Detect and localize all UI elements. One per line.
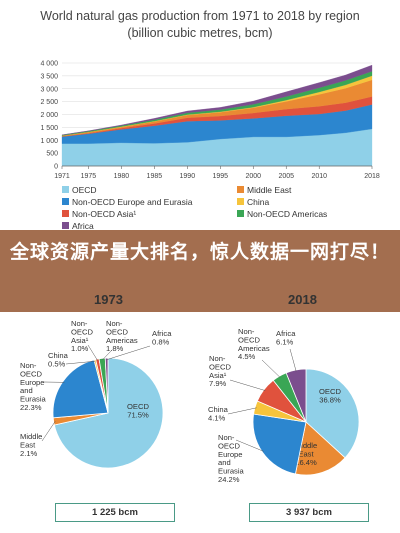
pie-1973-label-non-oecd-asia: Non-OECD Asia¹ 1.0% [71, 319, 93, 353]
legend-label-oecd: OECD [72, 184, 97, 195]
total-1973: 1 225 bcm [55, 503, 175, 522]
area-series-africa [61, 64, 373, 136]
pie-2018-leader-non-oecd-americas [261, 359, 281, 378]
y-tick-label: 0 [54, 164, 58, 171]
y-tick-label: 3 500 [40, 73, 58, 80]
promo-banner-text: 全球资源产量大排名，惊人数据一网打尽！ [10, 241, 391, 263]
legend-label-africa: Africa [72, 220, 94, 231]
x-tick-label: 2018 [364, 173, 380, 180]
promo-banner [0, 230, 400, 312]
legend-item-africa: Africa [62, 220, 94, 231]
y-tick-label: 3 000 [40, 86, 58, 93]
y-tick-label: 4 000 [40, 61, 58, 68]
legend-item-middle-east: Middle East [237, 184, 291, 195]
x-tick-label: 2010 [311, 173, 327, 180]
pie-2018-label-non-oecd-europe-and-eurasia: Non-OECD Europe and Eurasia 24.2% [218, 433, 245, 484]
pie-1973-slice-non-oecd-europe-and-eurasia [52, 359, 109, 419]
x-tick-label: 1980 [114, 173, 130, 180]
y-tick-label: 1 000 [40, 138, 58, 145]
pie-1973-leader-non-oecd-asia [87, 344, 98, 361]
pie-1973-label-oecd: OECD 71.5% [127, 402, 149, 419]
pie-1973-leader-non-oecd-americas [102, 349, 113, 361]
pie-2018-slice-oecd [305, 368, 360, 459]
legend-item-oecd: OECD [62, 184, 97, 195]
area-chart-title: World natural gas production from 1971 t… [40, 9, 360, 23]
legend-swatch-non-oecd-europe-eurasia [62, 198, 69, 206]
area-chart: 0 500 1 000 1 500 2 000 2 500 3 000 3 500 4 000 1… [40, 61, 380, 180]
legend-label-china: China [247, 196, 270, 207]
legend-item-non-oecd-americas: Non-OECD Americas [237, 208, 327, 219]
pie-2018-label-oecd: OECD 36.8% [319, 387, 341, 404]
legend-swatch-non-oecd-asia [62, 210, 69, 218]
legend-swatch-non-oecd-americas [237, 210, 244, 218]
legend-item-non-oecd-asia: Non-OECD Asia¹ [62, 208, 136, 219]
legend-item-china: China [237, 196, 269, 207]
x-tick-label: 2005 [278, 173, 294, 180]
pie-2018-label-africa: Africa 6.1% [276, 329, 296, 346]
total-2018: 3 937 bcm [249, 503, 369, 522]
pie-2018-slice-non-oecd-europe-and-eurasia [252, 413, 307, 475]
y-tick-label: 2 000 [40, 112, 58, 119]
pie-1973-label-non-oecd-europe-and-eurasia: Non-OECD Europe and Eurasia 22.3% [20, 361, 47, 412]
x-tick-label: 1990 [180, 173, 196, 180]
x-tick-label: 1995 [213, 173, 229, 180]
pie-1973-slice-oecd [53, 357, 164, 469]
pie-year-1973: 1973 [94, 292, 123, 307]
x-tick-label: 1975 [81, 173, 97, 180]
legend-swatch-oecd [62, 186, 69, 194]
pie-2018-slice-middle-east [294, 421, 346, 476]
legend-label-non-oecd-asia: Non-OECD Asia¹ [72, 208, 137, 219]
legend-swatch-middle-east [237, 186, 244, 194]
legend-item-non-oecd-europe-eurasia: Non-OECD Europe and Eurasia [62, 196, 192, 207]
pie-1973-leader-middle-east [41, 421, 56, 442]
area-chart-subtitle: (billion cubic metres, bcm) [127, 26, 273, 40]
y-tick-label: 2 500 [40, 99, 58, 106]
pie-1973-label-middle-east: Middle East 2.1% [20, 432, 42, 458]
pie-2018-label-non-oecd-asia: Non-OECD Asia¹ 7.9% [209, 354, 231, 388]
legend-label-non-oecd-europe-eurasia: Non-OECD Europe and Eurasia [72, 196, 193, 207]
pie-2018-leader-africa [289, 348, 297, 372]
legend-label-non-oecd-americas: Non-OECD Americas [247, 208, 328, 219]
pie-1973-slice-africa [104, 357, 109, 414]
pie-charts: OECD 71.5% Middle East 2.1% Non-OECD Europe and… [20, 319, 360, 484]
pie-2018-leader-non-oecd-europe-and-eurasia [235, 439, 264, 452]
legend-label-middle-east: Middle East [247, 184, 292, 195]
pie-2018-leader-non-oecd-asia [229, 379, 266, 391]
pie-1973-label-china: China 0.5% [48, 351, 69, 368]
pie-2018-label-middle-east: Middle East 16.4% [295, 441, 317, 467]
x-tick-label: 1971 [54, 173, 70, 180]
pie-2018-leader-china [227, 407, 257, 415]
pie-1973-leader-africa [106, 345, 151, 360]
legend-swatch-china [237, 198, 244, 206]
pie-year-2018: 2018 [288, 292, 317, 307]
pie-2018-label-non-oecd-americas: Non-OECD Americas 4.5% [238, 327, 270, 361]
legend-swatch-africa [62, 222, 69, 230]
x-tick-label: 2000 [245, 173, 261, 180]
x-tick-label: 1985 [147, 173, 163, 180]
y-tick-label: 1 500 [40, 125, 58, 132]
pie-1973-label-africa: Africa 0.8% [152, 329, 172, 346]
pie-2018-label-china: China 4.1% [208, 405, 229, 422]
pie-1973-leader-china [65, 360, 96, 365]
pie-1973-label-non-oecd-americas: Non-OECD Americas 1.8% [106, 319, 138, 353]
y-tick-label: 500 [46, 151, 58, 158]
